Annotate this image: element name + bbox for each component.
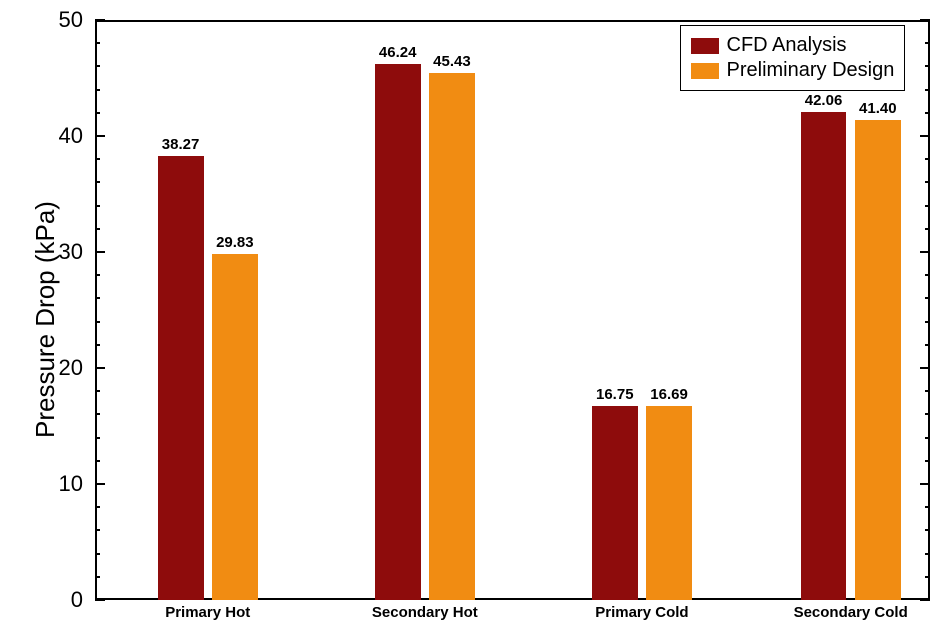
ytick-minor [925,506,930,508]
ytick-minor [95,321,100,323]
legend-item: CFD Analysis [691,34,895,57]
ytick-minor [925,42,930,44]
ytick-label: 20 [0,355,83,381]
legend-swatch [691,63,719,79]
ytick-minor [925,112,930,114]
legend-swatch [691,38,719,54]
bar [855,120,901,600]
bar-value-label: 29.83 [205,234,265,251]
bar [212,254,258,600]
ytick-minor [95,65,100,67]
ytick-minor [925,89,930,91]
ytick-major [95,483,105,485]
ytick-minor [95,228,100,230]
ytick-minor [925,65,930,67]
ytick-label: 50 [0,7,83,33]
category-label: Secondary Cold [771,604,931,621]
ytick-minor [925,576,930,578]
y-axis-title: Pressure Drop (kPa) [30,201,61,438]
ytick-major [95,135,105,137]
bar-value-label: 42.06 [794,92,854,109]
ytick-minor [95,205,100,207]
ytick-minor [925,460,930,462]
bar-value-label: 41.40 [848,100,908,117]
ytick-minor [95,344,100,346]
bar [801,112,847,600]
ytick-major [920,483,930,485]
ytick-minor [95,506,100,508]
ytick-minor [925,413,930,415]
ytick-minor [925,529,930,531]
bar [592,406,638,600]
bar [646,406,692,600]
bar-value-label: 38.27 [151,136,211,153]
ytick-minor [925,344,930,346]
ytick-minor [925,228,930,230]
ytick-major [95,251,105,253]
ytick-label: 30 [0,239,83,265]
category-label: Primary Hot [128,604,288,621]
legend-label: CFD Analysis [727,34,847,57]
legend-label: Preliminary Design [727,59,895,82]
ytick-minor [925,321,930,323]
bar [429,73,475,600]
ytick-minor [95,529,100,531]
ytick-label: 10 [0,471,83,497]
ytick-minor [925,297,930,299]
category-label: Primary Cold [562,604,722,621]
ytick-minor [95,274,100,276]
legend-item: Preliminary Design [691,59,895,82]
ytick-minor [95,42,100,44]
ytick-major [920,19,930,21]
plot-border-right [928,20,930,600]
plot-border-top [95,20,930,22]
ytick-minor [95,390,100,392]
ytick-label: 40 [0,123,83,149]
ytick-minor [925,390,930,392]
ytick-minor [925,158,930,160]
ytick-minor [95,437,100,439]
ytick-minor [925,553,930,555]
bar-value-label: 16.75 [585,386,645,403]
ytick-major [920,135,930,137]
ytick-minor [95,576,100,578]
ytick-label: 0 [0,587,83,613]
ytick-minor [95,413,100,415]
category-label: Secondary Hot [345,604,505,621]
ytick-minor [95,460,100,462]
ytick-major [95,19,105,21]
ytick-minor [95,553,100,555]
bar [158,156,204,600]
ytick-minor [95,297,100,299]
plot-border-left [95,20,97,600]
bar-value-label: 45.43 [422,53,482,70]
ytick-minor [925,274,930,276]
ytick-minor [95,158,100,160]
ytick-major [95,367,105,369]
ytick-minor [95,181,100,183]
bar-value-label: 46.24 [368,44,428,61]
bar-value-label: 16.69 [639,386,699,403]
ytick-minor [925,437,930,439]
ytick-major [95,599,105,601]
ytick-minor [925,205,930,207]
ytick-minor [95,112,100,114]
ytick-minor [95,89,100,91]
ytick-major [920,367,930,369]
ytick-major [920,251,930,253]
pressure-drop-chart: Pressure Drop (kPa) CFD AnalysisPrelimin… [0,0,940,640]
ytick-minor [925,181,930,183]
bar [375,64,421,600]
ytick-major [920,599,930,601]
legend: CFD AnalysisPreliminary Design [680,25,906,91]
